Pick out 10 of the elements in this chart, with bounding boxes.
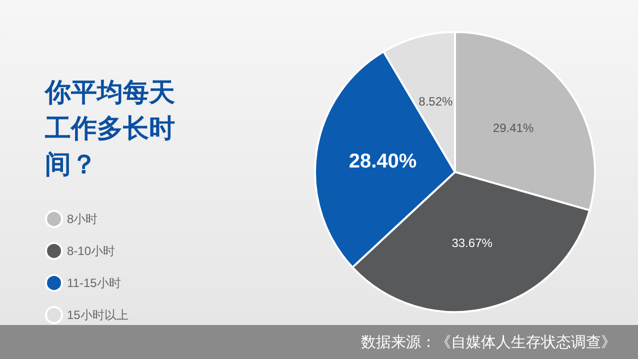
data-label: 29.41% xyxy=(492,121,534,136)
data-label: 8.52% xyxy=(418,94,454,109)
legend-label: 15小时以上 xyxy=(67,308,128,322)
legend-label: 11-15小时 xyxy=(67,276,121,290)
data-label: 33.67% xyxy=(452,236,493,250)
text: 你平均每天工作多长时间？ xyxy=(44,78,175,180)
legend-label: 8小时 xyxy=(67,212,98,226)
source-note: 数据来源：《自媒体人生存状态调查》 xyxy=(0,325,638,359)
data-label: 28.40% xyxy=(348,150,417,173)
legend-label: 8-10小时 xyxy=(67,244,116,258)
